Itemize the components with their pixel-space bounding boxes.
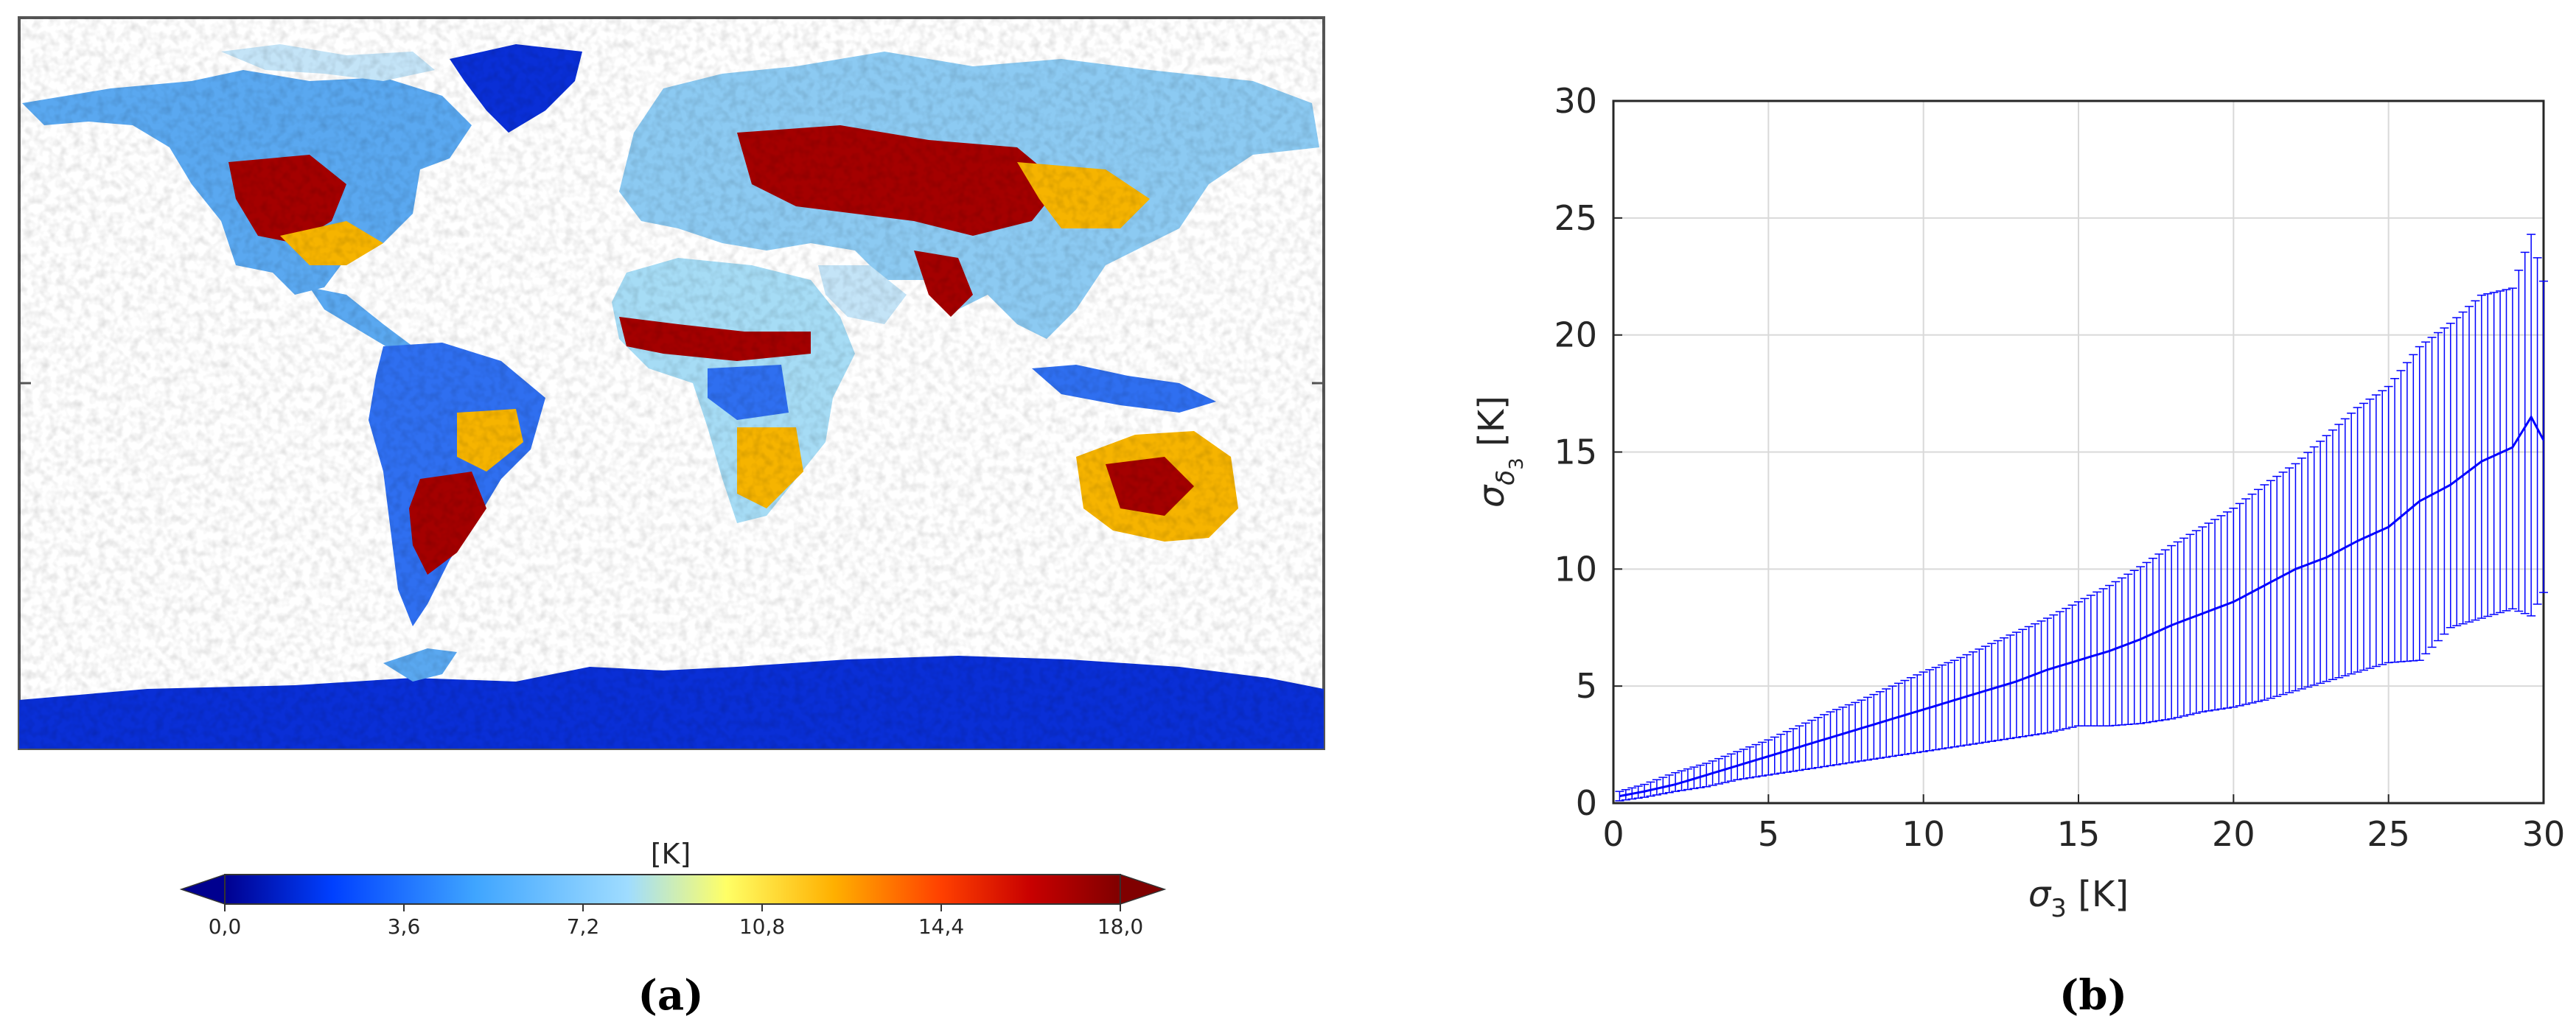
y-axis-label-sigma: σ bbox=[1471, 484, 1512, 508]
x-axis-label-sub: 3 bbox=[2050, 894, 2067, 923]
x-tick-label: 25 bbox=[2367, 814, 2410, 854]
colorbar-arrow-low bbox=[179, 873, 226, 906]
colorbar-tick-label: 3,6 bbox=[388, 914, 421, 939]
colorbar-tick-label: 7,2 bbox=[567, 914, 600, 939]
plot-errorbars bbox=[1615, 234, 2548, 802]
x-axis-label-sigma: σ bbox=[2028, 874, 2052, 915]
y-tick-label: 20 bbox=[1554, 315, 1597, 355]
y-tick-label: 0 bbox=[1576, 783, 1597, 823]
y-axis-label: σδ3 [K] bbox=[1471, 396, 1528, 508]
y-tick-label: 30 bbox=[1554, 81, 1597, 121]
x-tick-label: 0 bbox=[1602, 814, 1624, 854]
x-axis-label-unit: [K] bbox=[2067, 874, 2129, 915]
y-tick-label: 25 bbox=[1554, 198, 1597, 238]
x-tick-label: 20 bbox=[2212, 814, 2255, 854]
y-tick-label: 15 bbox=[1554, 433, 1597, 472]
colorbar-gradient bbox=[224, 874, 1121, 905]
colorbar-unit: [K] bbox=[651, 838, 691, 870]
x-tick-label: 5 bbox=[1758, 814, 1779, 854]
y-tick-label: 10 bbox=[1554, 549, 1597, 589]
colorbar-tick-label: 0,0 bbox=[209, 914, 242, 939]
colorbar: [K] 0,0 3,6 7,2 10,8 14,4 18,0 bbox=[179, 838, 1167, 939]
x-tick-label: 30 bbox=[2522, 814, 2566, 854]
y-axis-label-subsub: 3 bbox=[1506, 458, 1528, 470]
mean-series-line bbox=[1619, 414, 2545, 797]
caption-b: (b) bbox=[2059, 971, 2127, 1020]
x-tick-label: 10 bbox=[1902, 814, 1945, 854]
caption-a: (a) bbox=[638, 971, 703, 1020]
x-axis-label: σ3 [K] bbox=[2028, 874, 2129, 923]
world-map-panel: [K] 0,0 3,6 7,2 10,8 14,4 18,0 (a) bbox=[18, 16, 1325, 1020]
y-axis-label-unit: [K] bbox=[1471, 396, 1512, 458]
x-tick-label: 15 bbox=[2057, 814, 2101, 854]
colorbar-tick-label: 14,4 bbox=[918, 914, 964, 939]
colorbar-ticks: 0,0 3,6 7,2 10,8 14,4 18,0 bbox=[209, 904, 1143, 939]
colorbar-tick-label: 18,0 bbox=[1097, 914, 1143, 939]
map-texture bbox=[19, 18, 1324, 749]
colorbar-tick-label: 10,8 bbox=[739, 914, 785, 939]
colorbar-arrow-high bbox=[1120, 873, 1167, 906]
map-landmasses bbox=[19, 18, 1324, 749]
y-tick-label: 5 bbox=[1576, 666, 1597, 706]
plot-ticks: 0 5 10 15 20 25 30 0 5 10 15 20 25 30 bbox=[1554, 81, 2565, 854]
y-axis-label-sub-delta: δ bbox=[1491, 470, 1521, 486]
